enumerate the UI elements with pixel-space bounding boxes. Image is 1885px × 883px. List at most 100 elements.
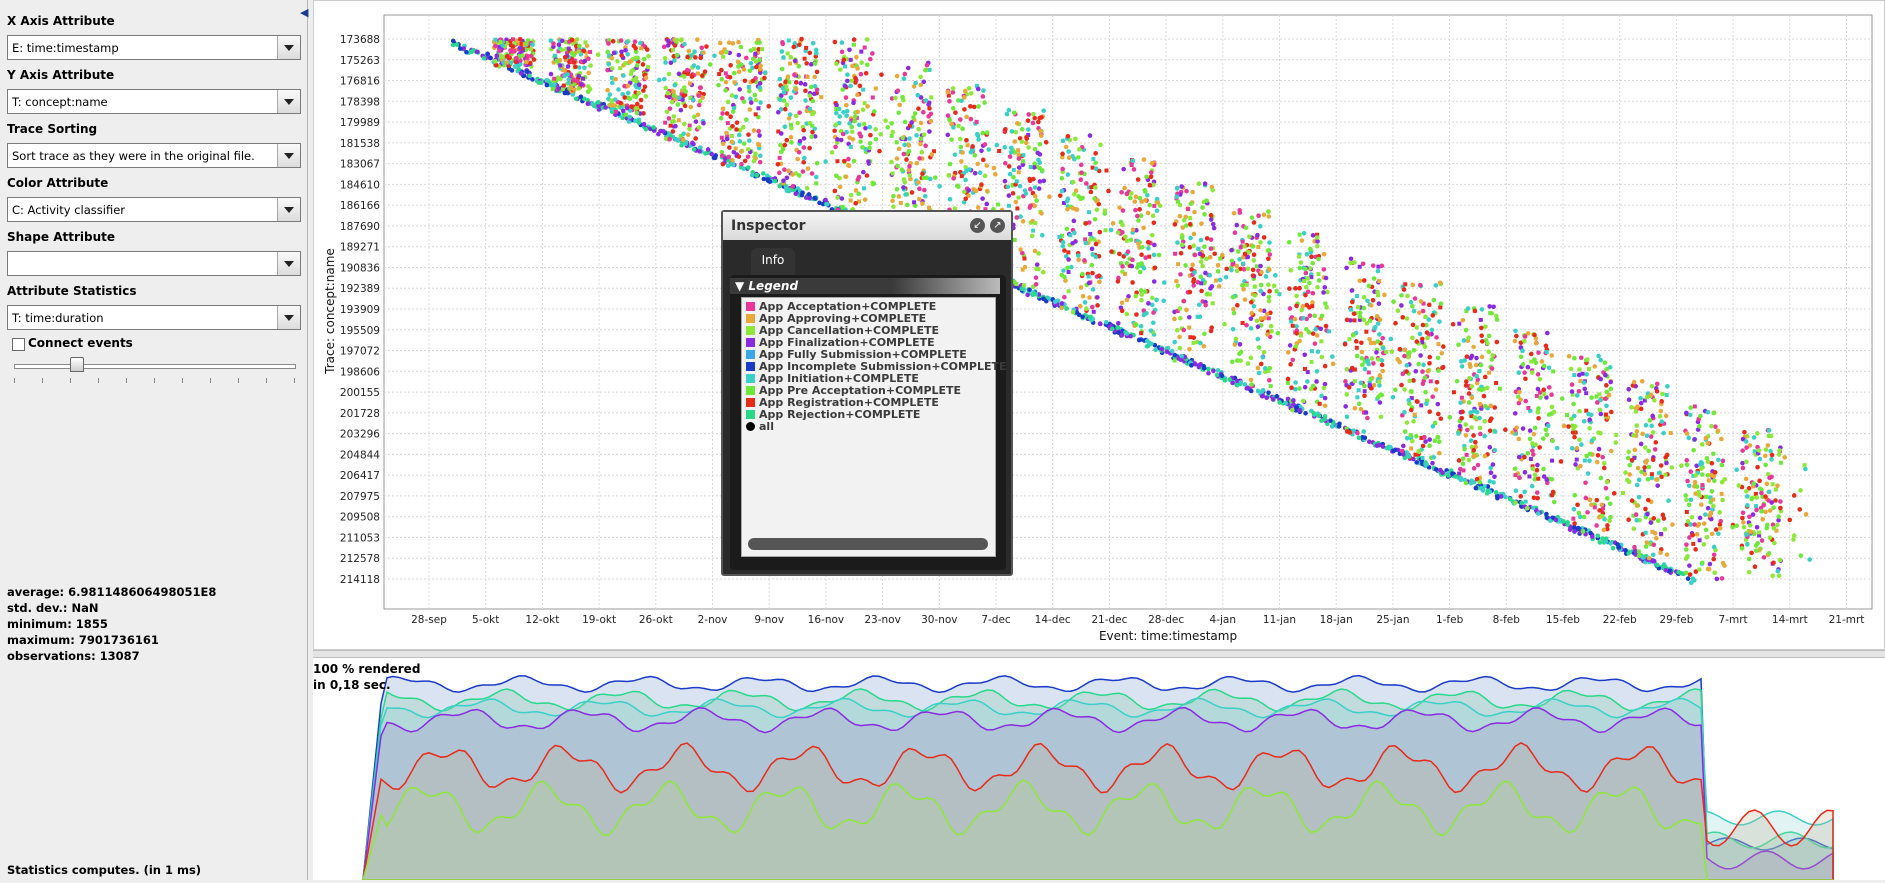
chevron-down-icon[interactable] <box>277 252 300 275</box>
event-dot <box>663 136 669 142</box>
event-dot <box>1766 489 1772 495</box>
event-dot <box>1130 257 1135 263</box>
event-dot <box>981 88 986 93</box>
event-dot <box>748 61 754 66</box>
y-axis-select[interactable]: T: concept:name <box>7 89 301 114</box>
event-dot <box>1743 476 1749 482</box>
legend-scrollbar[interactable] <box>748 538 988 550</box>
event-dot <box>1533 340 1539 346</box>
dotted-chart[interactable]: 1736881752631768161783981799891815381830… <box>314 1 1884 649</box>
x-axis-select[interactable]: E: time:timestamp <box>7 35 301 60</box>
event-dot <box>1070 179 1076 185</box>
event-dot <box>625 90 631 96</box>
event-dot <box>1463 480 1469 486</box>
event-dot <box>945 113 951 118</box>
event-dot <box>571 60 577 65</box>
event-dot <box>741 67 747 72</box>
event-dot <box>1603 396 1608 402</box>
event-dot <box>498 39 503 45</box>
event-dot <box>1251 303 1257 309</box>
event-dot <box>1181 298 1187 304</box>
event-dot <box>1256 244 1261 249</box>
legend-item[interactable]: App Pre Acceptation+COMPLETE <box>746 384 961 397</box>
x-tick-label: 15-feb <box>1546 614 1580 626</box>
stat-stddev: std. dev.: NaN <box>7 601 99 615</box>
event-dot <box>1642 465 1647 470</box>
event-dot <box>734 127 739 132</box>
minimize-icon[interactable]: ↙ <box>970 218 985 233</box>
tab-info[interactable]: Info <box>751 248 795 275</box>
event-dot <box>723 71 728 76</box>
expand-icon[interactable]: ↗ <box>990 218 1005 233</box>
legend-item[interactable]: App Finalization+COMPLETE <box>746 336 935 349</box>
shape-attribute-select[interactable] <box>7 251 301 276</box>
event-dot <box>1063 144 1069 150</box>
legend-item[interactable]: App Acceptation+COMPLETE <box>746 300 936 313</box>
event-dot <box>1447 414 1453 420</box>
event-dot <box>1643 530 1648 535</box>
event-dot <box>1017 183 1023 189</box>
slider-track[interactable] <box>14 364 296 369</box>
event-dot <box>958 144 964 150</box>
event-dot <box>742 78 748 84</box>
legend-item[interactable]: App Initiation+COMPLETE <box>746 372 919 385</box>
event-dot <box>1550 458 1555 463</box>
event-dot <box>852 118 858 124</box>
event-dot <box>1144 310 1149 316</box>
event-dot <box>1758 486 1763 492</box>
settings-sidebar: ◀ X Axis Attribute E: time:timestamp Y A… <box>0 0 308 880</box>
connect-events-checkbox[interactable] <box>12 338 25 351</box>
panel-splitter[interactable] <box>313 650 1885 658</box>
event-dot <box>1030 120 1036 126</box>
chevron-down-icon[interactable] <box>277 198 300 221</box>
event-dot <box>1388 336 1394 342</box>
event-dot <box>1778 505 1783 511</box>
event-dot <box>730 157 735 163</box>
legend-item[interactable]: App Approving+COMPLETE <box>746 312 926 325</box>
chevron-down-icon[interactable] <box>277 144 300 167</box>
event-dot <box>1643 544 1649 549</box>
legend-item[interactable]: App Incomplete Submission+COMPLETE <box>746 360 1007 373</box>
trace-sorting-select[interactable]: Sort trace as they were in the original … <box>7 143 301 168</box>
event-dot <box>1379 362 1385 368</box>
color-attribute-select[interactable]: C: Activity classifier <box>7 197 301 222</box>
event-dot <box>619 105 624 110</box>
render-progress: 100 % rendered <box>313 662 421 676</box>
chevron-down-icon[interactable] <box>277 36 300 59</box>
inspector-header[interactable]: Inspector ↙ ↗ <box>723 212 1011 240</box>
legend-header[interactable]: ▼ Legend <box>730 278 1000 294</box>
slider-thumb[interactable] <box>69 357 84 372</box>
legend-item[interactable]: App Registration+COMPLETE <box>746 396 939 409</box>
event-dot <box>690 97 696 103</box>
legend-item[interactable]: all <box>746 420 774 433</box>
event-dot <box>1303 266 1308 272</box>
event-dot <box>1080 293 1086 299</box>
event-dot <box>782 142 788 148</box>
event-dot <box>1314 369 1320 374</box>
collapse-left-icon[interactable]: ◀ <box>300 6 309 19</box>
event-dot <box>789 125 794 131</box>
event-dot <box>1066 289 1071 294</box>
event-dot <box>895 164 900 169</box>
chevron-down-icon[interactable] <box>277 306 300 329</box>
event-dot <box>1264 395 1270 401</box>
legend-item[interactable]: App Cancellation+COMPLETE <box>746 324 939 337</box>
event-dot <box>810 111 815 116</box>
legend-item[interactable]: App Rejection+COMPLETE <box>746 408 920 421</box>
event-dot <box>1430 313 1436 318</box>
event-dot <box>585 97 591 103</box>
dotted-chart-panel[interactable]: 173688 175263 176816 178398 179989 181538 1830… <box>313 0 1885 650</box>
event-dot <box>1436 411 1441 417</box>
chevron-down-icon[interactable] <box>277 90 300 113</box>
event-dot <box>1145 210 1151 216</box>
event-dot <box>1128 237 1134 243</box>
attribute-statistics-select[interactable]: T: time:duration <box>7 305 301 330</box>
event-dot <box>909 120 914 125</box>
event-dot <box>1572 521 1577 526</box>
event-dot <box>1687 572 1693 577</box>
event-dot <box>640 62 646 67</box>
event-dot <box>638 111 643 116</box>
legend-item[interactable]: App Fully Submission+COMPLETE <box>746 348 967 361</box>
inspector-window[interactable]: Inspector ↙ ↗ Info ▼ Legend App Acceptat… <box>721 210 1013 576</box>
event-dot <box>1787 517 1793 523</box>
